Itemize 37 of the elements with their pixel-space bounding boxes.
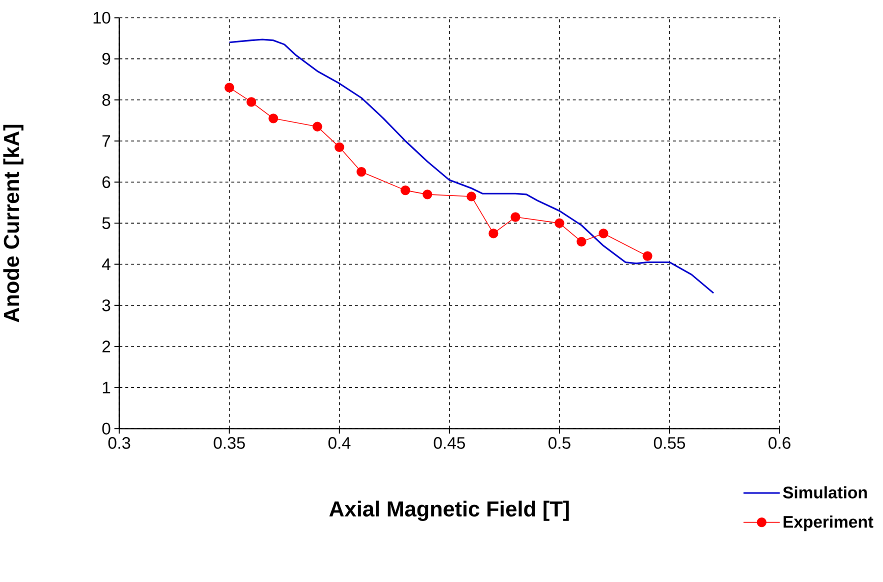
- y-tick-label: 2: [102, 340, 110, 352]
- y-tick-label: 10: [94, 12, 110, 24]
- point: [356, 166, 366, 176]
- point: [312, 122, 322, 132]
- point: [642, 251, 652, 261]
- x-tick-label: 0.4: [328, 436, 350, 449]
- y-tick-label: 9: [102, 52, 110, 65]
- point: [334, 142, 344, 152]
- legend-label: Simulation: [783, 486, 867, 498]
- point: [422, 189, 432, 200]
- point: [598, 228, 608, 238]
- point: [400, 185, 410, 195]
- y-tick-label: 8: [102, 94, 110, 106]
- y-tick-label: 4: [102, 258, 110, 270]
- x-tick-label: 0.6: [768, 436, 790, 449]
- point: [576, 236, 586, 246]
- x-tick-label: 0.5: [548, 436, 570, 449]
- x-axis-title: Axial Magnetic Field [T]: [329, 500, 569, 521]
- x-tick-label: 0.55: [654, 436, 686, 449]
- point: [224, 82, 234, 92]
- legend-label: Experiment: [784, 515, 874, 531]
- point: [246, 96, 256, 107]
- point: [466, 191, 476, 202]
- y-tick-label: 1: [102, 382, 110, 394]
- y-tick-label: 0: [102, 422, 110, 434]
- y-tick-label: 6: [102, 176, 110, 188]
- point: [554, 218, 564, 228]
- y-tick-label: 5: [102, 217, 110, 229]
- point: [488, 228, 498, 238]
- y-axis-title: Anode Current [kA]: [3, 124, 24, 322]
- y-tick-label: 3: [102, 299, 110, 312]
- point: [268, 113, 278, 124]
- x-tick-label: 0.35: [214, 436, 245, 449]
- x-tick-label: 0.3: [108, 436, 130, 449]
- y-tick-label: 7: [102, 135, 110, 147]
- point: [510, 212, 520, 222]
- x-tick-label: 0.45: [434, 436, 465, 449]
